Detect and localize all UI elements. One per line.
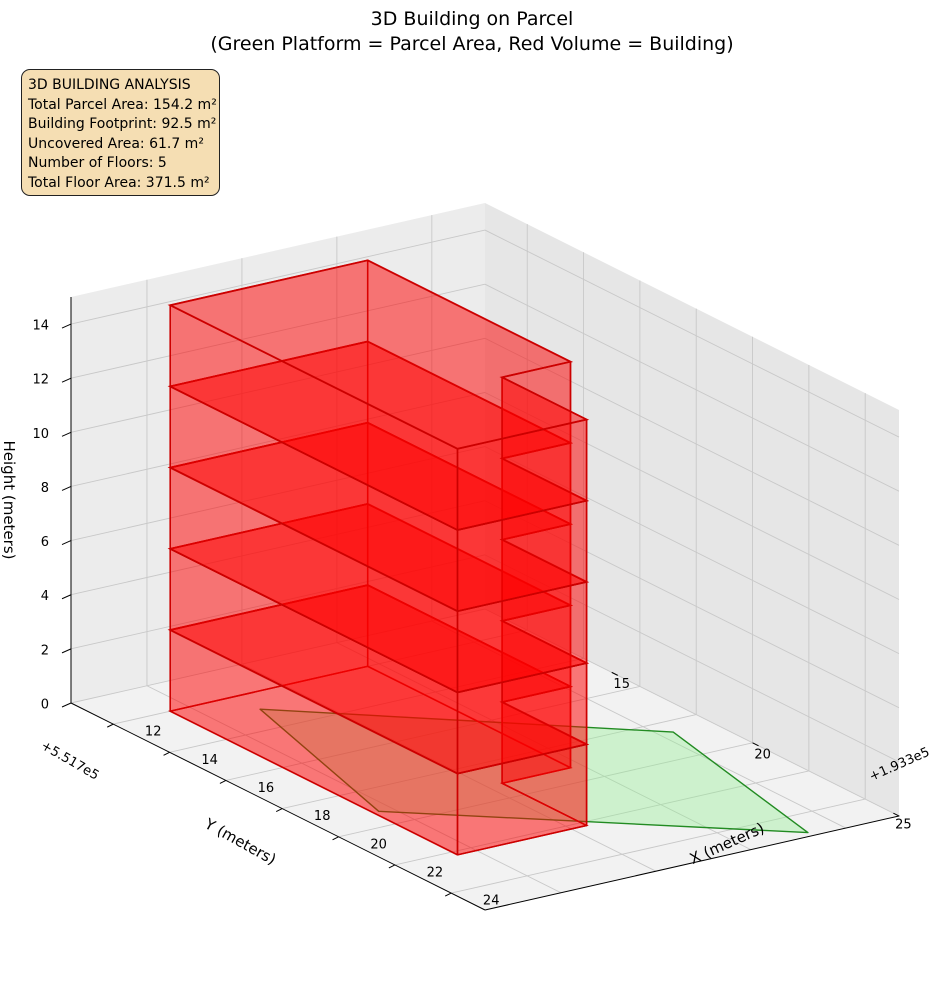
y-tick-label: 15	[613, 677, 630, 692]
x-tick-label: 18	[314, 809, 331, 824]
y-grid-floor	[431, 620, 847, 829]
z-grid-right	[484, 446, 900, 655]
x-tick-label: 16	[258, 781, 275, 796]
building-volume	[167, 259, 590, 856]
z-axis-label: Height (meters)	[0, 441, 18, 560]
parcel-platform	[259, 708, 809, 834]
x-tick-mark	[107, 723, 114, 728]
z-grid-right	[484, 283, 900, 492]
y-axis-line	[70, 702, 486, 911]
info-box-title: 3D BUILDING ANALYSIS	[28, 77, 191, 93]
x-grid-floor	[169, 657, 584, 753]
x-tick-mark	[276, 808, 283, 813]
x-tick-mark	[219, 780, 227, 784]
z-tick-label: 0	[41, 698, 49, 713]
z-grid-left	[70, 283, 486, 379]
y-offset-label: +5.517e5	[38, 738, 101, 783]
z-tick-mark	[61, 648, 72, 654]
info-box-line: Total Floor Area: 371.5 m²	[28, 174, 210, 191]
y-grid-floor	[336, 642, 752, 851]
z-tick-mark	[61, 540, 72, 546]
x-tick-label: 20	[370, 837, 387, 852]
x-grid-floor	[338, 742, 753, 838]
x-tick-mark	[332, 836, 339, 841]
x-tick-label: 24	[483, 894, 500, 909]
z-tick-label: 14	[32, 319, 49, 334]
z-tick-mark	[61, 594, 72, 600]
x-tick-mark	[163, 751, 170, 756]
building-floor-top	[167, 259, 590, 450]
y-tick-mark	[893, 812, 900, 817]
z-tick-mark	[61, 323, 72, 329]
info-box-line: Number of Floors: 5	[28, 155, 167, 172]
parcel-polygon	[259, 708, 809, 834]
x-grid-floor	[282, 714, 697, 810]
z-tick-mark	[61, 486, 72, 491]
tick-labels: 121416182022241520253002468101214	[32, 319, 912, 909]
z-tick-label: 12	[32, 373, 49, 388]
x-tick-mark	[444, 892, 452, 897]
z-grid-right	[484, 337, 900, 546]
info-box-line: Building Footprint: 92.5 m²	[28, 116, 217, 133]
z-tick-mark	[61, 431, 72, 437]
y-grid-floor	[241, 663, 657, 872]
info-box-line: Uncovered Area: 61.7 m²	[28, 135, 204, 152]
x-tick-label: 22	[427, 865, 444, 880]
y-tick-label: 25	[895, 818, 912, 833]
chart-title-line-2: (Green Platform = Parcel Area, Red Volum…	[210, 33, 733, 55]
x-tick-label: 14	[201, 753, 218, 768]
y-tick-label: 20	[754, 747, 771, 762]
x-tick-label: 12	[145, 725, 162, 740]
z-grid-left	[70, 608, 486, 704]
x-grid-floor	[451, 798, 866, 894]
axis-lines	[70, 297, 900, 911]
x-tick-mark	[388, 864, 396, 869]
info-box-line: Total Parcel Area: 154.2 m²	[28, 96, 217, 113]
z-tick-mark	[61, 702, 72, 708]
analysis-info-box: 3D BUILDING ANALYSIS Total Parcel Area: …	[21, 69, 220, 196]
z-grid-left	[70, 500, 486, 596]
z-tick-label: 8	[41, 481, 49, 496]
z-tick-label: 6	[41, 535, 49, 550]
chart-title-line-1: 3D Building on Parcel	[371, 8, 574, 30]
y-tick-mark	[611, 671, 618, 676]
z-grid-left	[70, 229, 486, 325]
z-grid-left	[70, 446, 486, 542]
z-tick-mark	[61, 377, 72, 383]
z-grid-right	[484, 500, 900, 709]
z-grid-right	[484, 608, 900, 817]
y-tick-mark	[752, 742, 759, 747]
z-grid-right	[484, 229, 900, 438]
z-grid-left	[70, 337, 486, 433]
y-axis-label: Y (meters)	[201, 814, 279, 868]
x-axis-line	[484, 815, 900, 911]
z-tick-label: 2	[41, 643, 49, 658]
z-tick-label: 10	[32, 427, 49, 442]
right-back-pane	[485, 203, 899, 816]
z-tick-label: 4	[41, 589, 49, 604]
x-grid-floor	[394, 770, 809, 866]
